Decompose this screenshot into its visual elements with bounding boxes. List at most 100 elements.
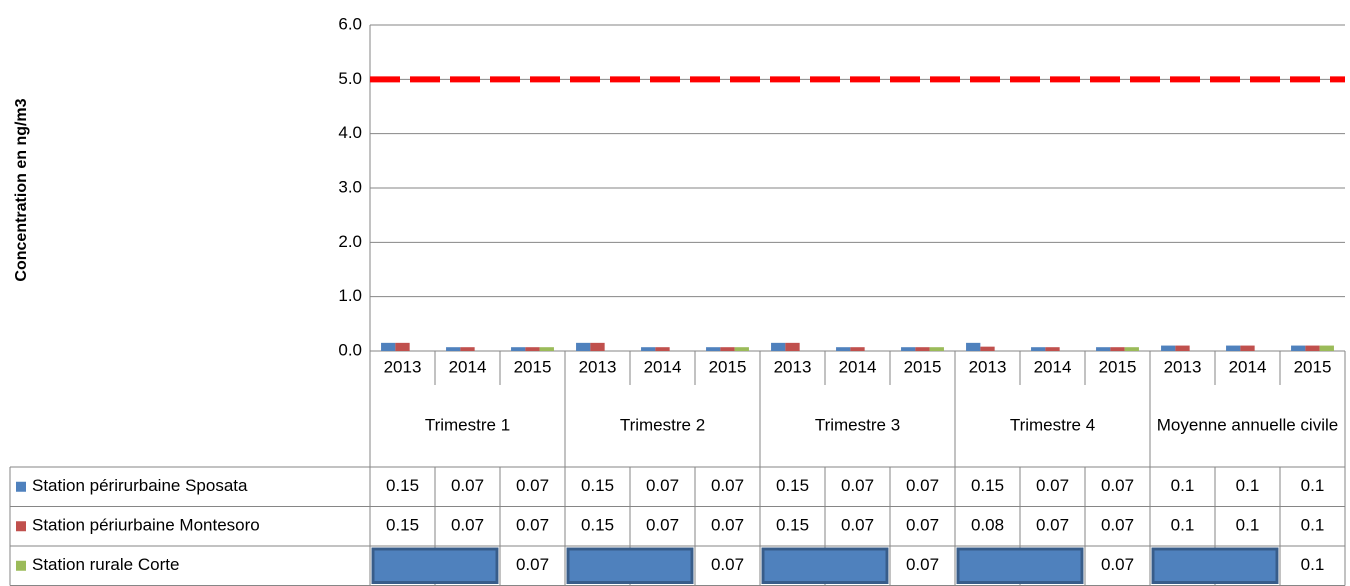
bar <box>706 347 721 351</box>
table-value: 0.07 <box>516 555 549 574</box>
table-value: 0.15 <box>776 516 809 535</box>
legend-label: Station périurbaine Montesoro <box>32 516 260 535</box>
table-value: 0.15 <box>776 476 809 495</box>
group-label: Trimestre 1 <box>425 415 510 434</box>
table-value: 0.15 <box>386 476 419 495</box>
empty-cell <box>761 547 889 584</box>
bar <box>836 347 851 351</box>
table-value: 0.07 <box>1036 476 1069 495</box>
table-value: 0.15 <box>386 516 419 535</box>
table-value: 0.07 <box>906 516 939 535</box>
bar <box>1031 347 1046 351</box>
table-value: 0.07 <box>451 516 484 535</box>
bar <box>446 347 461 351</box>
y-tick-label: 2.0 <box>338 232 362 251</box>
bar <box>1045 347 1060 351</box>
bar <box>720 347 735 351</box>
empty-cell <box>1151 547 1279 584</box>
bar <box>1096 347 1111 351</box>
table-value: 0.1 <box>1171 516 1195 535</box>
bar <box>901 347 916 351</box>
x-tick-label: 2015 <box>904 357 942 376</box>
y-tick-label: 4.0 <box>338 123 362 142</box>
table-value: 0.07 <box>451 476 484 495</box>
x-tick-label: 2014 <box>644 357 682 376</box>
table-value: 0.07 <box>516 516 549 535</box>
group-label: Trimestre 4 <box>1010 415 1095 434</box>
table-value: 0.1 <box>1171 476 1195 495</box>
bar <box>915 347 930 351</box>
legend-label: Station rurale Corte <box>32 555 179 574</box>
table-value: 0.1 <box>1236 476 1260 495</box>
x-tick-label: 2014 <box>1034 357 1072 376</box>
x-tick-label: 2013 <box>384 357 422 376</box>
table-value: 0.07 <box>841 516 874 535</box>
table-value: 0.07 <box>1101 555 1134 574</box>
bar <box>1110 347 1125 351</box>
table-value: 0.08 <box>971 516 1004 535</box>
table-value: 0.1 <box>1236 516 1260 535</box>
empty-cell <box>371 547 499 584</box>
x-tick-label: 2013 <box>969 357 1007 376</box>
table-value: 0.07 <box>646 476 679 495</box>
group-label: Moyenne annuelle civile <box>1157 415 1338 434</box>
bar <box>734 347 749 351</box>
table-value: 0.07 <box>1101 516 1134 535</box>
bar <box>1305 345 1320 351</box>
empty-cell <box>566 547 694 584</box>
bar <box>381 342 396 351</box>
y-tick-label: 1.0 <box>338 286 362 305</box>
x-tick-label: 2013 <box>1164 357 1202 376</box>
y-tick-label: 0.0 <box>338 340 362 359</box>
group-label: Trimestre 2 <box>620 415 705 434</box>
bar <box>980 346 995 351</box>
bar <box>1240 345 1255 351</box>
y-axis-label: Concentration en ng/m3 <box>13 98 30 281</box>
table-value: 0.07 <box>646 516 679 535</box>
bar <box>1124 347 1139 351</box>
legend-swatch <box>16 560 26 571</box>
bar <box>771 342 786 351</box>
x-tick-label: 2015 <box>1099 357 1137 376</box>
table-value: 0.07 <box>841 476 874 495</box>
x-tick-label: 2013 <box>774 357 812 376</box>
bar <box>966 342 981 351</box>
table-value: 0.07 <box>711 555 744 574</box>
bar <box>576 342 591 351</box>
table-value: 0.07 <box>1036 516 1069 535</box>
x-tick-label: 2015 <box>514 357 552 376</box>
x-tick-label: 2014 <box>839 357 877 376</box>
bar <box>641 347 656 351</box>
bar <box>395 342 410 351</box>
bar <box>1226 345 1241 351</box>
bar <box>525 347 540 351</box>
group-label: Trimestre 3 <box>815 415 900 434</box>
x-tick-label: 2015 <box>709 357 747 376</box>
x-tick-label: 2015 <box>1294 357 1332 376</box>
table-value: 0.15 <box>971 476 1004 495</box>
bar <box>511 347 526 351</box>
bar <box>1175 345 1190 351</box>
legend-swatch <box>16 481 26 492</box>
bar <box>850 347 865 351</box>
bar <box>1319 345 1334 351</box>
table-value: 0.1 <box>1301 555 1325 574</box>
table-value: 0.07 <box>711 516 744 535</box>
table-value: 0.07 <box>1101 476 1134 495</box>
y-tick-label: 6.0 <box>338 14 362 33</box>
table-value: 0.07 <box>516 476 549 495</box>
x-tick-label: 2014 <box>449 357 487 376</box>
bar <box>1161 345 1176 351</box>
x-tick-label: 2014 <box>1229 357 1267 376</box>
y-tick-label: 3.0 <box>338 177 362 196</box>
bar <box>785 342 800 351</box>
table-value: 0.1 <box>1301 476 1325 495</box>
y-tick-label: 5.0 <box>338 69 362 88</box>
table-value: 0.15 <box>581 476 614 495</box>
bar <box>590 342 605 351</box>
legend-swatch <box>16 521 26 532</box>
legend-label: Station périrurbaine Sposata <box>32 476 248 495</box>
bar <box>460 347 475 351</box>
bar <box>655 347 670 351</box>
